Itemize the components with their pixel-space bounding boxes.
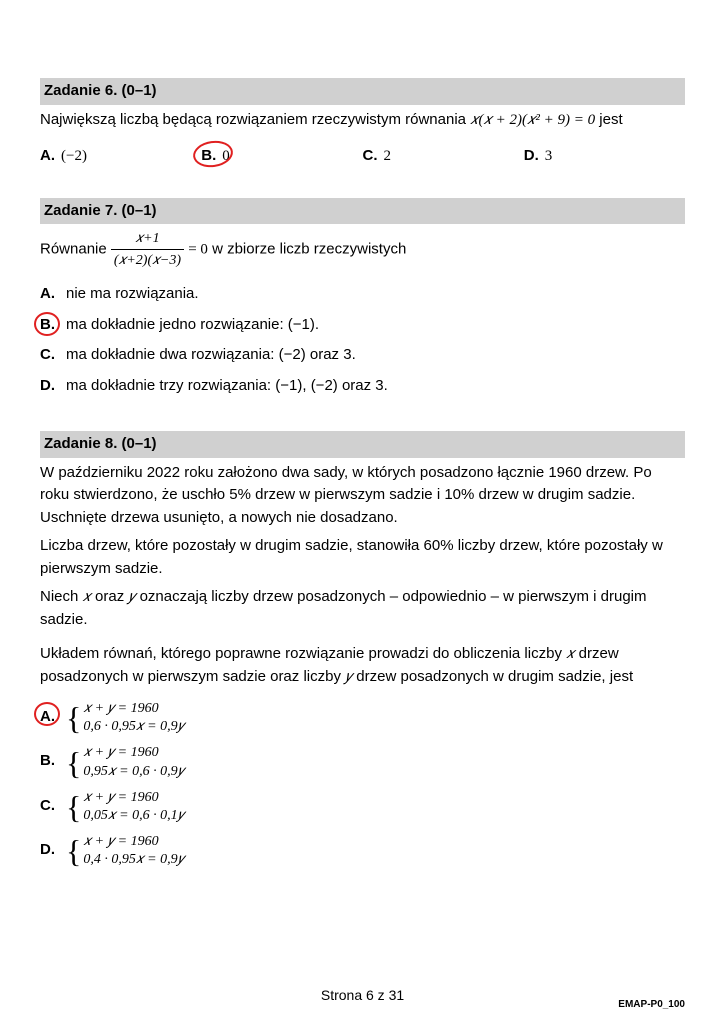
task6-opt-c: C. 2 bbox=[363, 145, 524, 168]
brace-icon: { bbox=[66, 747, 81, 779]
task6-opt-d: D. 3 bbox=[524, 145, 685, 168]
sys-c-2: 0,05𝑥 = 0,6 · 0,1𝑦 bbox=[83, 808, 184, 823]
task8-p2: Liczba drzew, które pozostały w drugim s… bbox=[40, 535, 685, 580]
task8-header: Zadanie 8. (0–1) bbox=[40, 431, 685, 458]
ans-label-b: B. bbox=[40, 744, 58, 773]
opt-label-a: A. bbox=[40, 145, 55, 168]
task6-q-post: jest bbox=[599, 111, 622, 128]
opt-label-d: D. bbox=[524, 145, 539, 168]
system-c: { 𝑥 + 𝑦 = 1960 0,05𝑥 = 0,6 · 0,1𝑦 bbox=[66, 789, 184, 825]
task6-header: Zadanie 6. (0–1) bbox=[40, 78, 685, 105]
sys-d-1: 𝑥 + 𝑦 = 1960 bbox=[83, 834, 158, 849]
ans-text-b: ma dokładnie jedno rozwiązanie: (−1). bbox=[66, 314, 319, 337]
ans-label-c: C. bbox=[40, 789, 58, 818]
ans-text-d: ma dokładnie trzy rozwiązania: (−1), (−2… bbox=[66, 375, 388, 398]
task7-ans-c: C. ma dokładnie dwa rozwiązania: (−2) or… bbox=[40, 344, 685, 367]
sys-a-2: 0,6 · 0,95𝑥 = 0,9𝑦 bbox=[83, 719, 184, 734]
task8-ans-b: B. { 𝑥 + 𝑦 = 1960 0,95𝑥 = 0,6 · 0,9𝑦 bbox=[40, 744, 685, 780]
ans-label-d: D. bbox=[40, 833, 58, 862]
frac-den: (𝑥+2)(𝑥−3) bbox=[111, 250, 184, 271]
p4-pre: Układem równań, którego poprawne rozwiąz… bbox=[40, 645, 566, 662]
ans-text-c: ma dokładnie dwa rozwiązania: (−2) oraz … bbox=[66, 344, 356, 367]
p3-x: 𝑥 bbox=[83, 589, 91, 605]
task6-options: A. (−2) B. 0 C. 2 D. 3 bbox=[40, 145, 685, 168]
sys-lines: 𝑥 + 𝑦 = 1960 0,6 · 0,95𝑥 = 0,9𝑦 bbox=[83, 700, 184, 736]
ans-label-d: D. bbox=[40, 375, 58, 398]
sys-lines: 𝑥 + 𝑦 = 1960 0,4 · 0,95𝑥 = 0,9𝑦 bbox=[83, 833, 184, 869]
task7-q-post: w zbiorze liczb rzeczywistych bbox=[212, 240, 406, 257]
system-d: { 𝑥 + 𝑦 = 1960 0,4 · 0,95𝑥 = 0,9𝑦 bbox=[66, 833, 184, 869]
task7-header: Zadanie 7. (0–1) bbox=[40, 198, 685, 225]
task7-answers: A. nie ma rozwiązania. B. ma dokładnie j… bbox=[40, 283, 685, 397]
opt-val-d: 3 bbox=[545, 145, 553, 168]
task6-equation: 𝑥(𝑥 + 2)(𝑥² + 9) = 0 bbox=[470, 112, 595, 128]
task7-fraction: 𝑥+1 (𝑥+2)(𝑥−3) bbox=[111, 228, 184, 271]
task8-ans-a: A. { 𝑥 + 𝑦 = 1960 0,6 · 0,95𝑥 = 0,9𝑦 bbox=[40, 700, 685, 736]
task6-opt-b: B. 0 bbox=[201, 145, 362, 168]
ans-text-a: nie ma rozwiązania. bbox=[66, 283, 199, 306]
opt-val-c: 2 bbox=[384, 145, 392, 168]
brace-icon: { bbox=[66, 791, 81, 823]
opt-val-b: 0 bbox=[222, 145, 230, 168]
system-b: { 𝑥 + 𝑦 = 1960 0,95𝑥 = 0,6 · 0,9𝑦 bbox=[66, 744, 184, 780]
task8-ans-c: C. { 𝑥 + 𝑦 = 1960 0,05𝑥 = 0,6 · 0,1𝑦 bbox=[40, 789, 685, 825]
task8-p4: Układem równań, którego poprawne rozwiąz… bbox=[40, 643, 685, 688]
task8-p3: Niech 𝑥 oraz 𝑦 oznaczają liczby drzew po… bbox=[40, 586, 685, 631]
sys-lines: 𝑥 + 𝑦 = 1960 0,95𝑥 = 0,6 · 0,9𝑦 bbox=[83, 744, 184, 780]
frac-num: 𝑥+1 bbox=[111, 228, 184, 250]
ans-label-a: A. bbox=[40, 283, 58, 306]
task6-question: Największą liczbą będącą rozwiązaniem rz… bbox=[40, 109, 685, 132]
opt-val-a: (−2) bbox=[61, 145, 87, 168]
task7-ans-d: D. ma dokładnie trzy rozwiązania: (−1), … bbox=[40, 375, 685, 398]
sys-lines: 𝑥 + 𝑦 = 1960 0,05𝑥 = 0,6 · 0,1𝑦 bbox=[83, 789, 184, 825]
task7-ans-b: B. ma dokładnie jedno rozwiązanie: (−1). bbox=[40, 314, 685, 337]
sys-a-1: 𝑥 + 𝑦 = 1960 bbox=[83, 701, 158, 716]
p4-post: drzew posadzonych w drugim sadzie, jest bbox=[352, 668, 633, 685]
sys-b-1: 𝑥 + 𝑦 = 1960 bbox=[83, 745, 158, 760]
opt-label-c: C. bbox=[363, 145, 378, 168]
task6-q-pre: Największą liczbą będącą rozwiązaniem rz… bbox=[40, 111, 470, 128]
system-a: { 𝑥 + 𝑦 = 1960 0,6 · 0,95𝑥 = 0,9𝑦 bbox=[66, 700, 184, 736]
ans-label-c: C. bbox=[40, 344, 58, 367]
task6-opt-a: A. (−2) bbox=[40, 145, 201, 168]
task8-ans-d: D. { 𝑥 + 𝑦 = 1960 0,4 · 0,95𝑥 = 0,9𝑦 bbox=[40, 833, 685, 869]
brace-icon: { bbox=[66, 835, 81, 867]
page-footer: Strona 6 z 31 bbox=[0, 985, 725, 1006]
ans-label-b: B. bbox=[40, 314, 58, 337]
task7-q-pre: Równanie bbox=[40, 240, 111, 257]
task7-question: Równanie 𝑥+1 (𝑥+2)(𝑥−3) = 0 w zbiorze li… bbox=[40, 228, 685, 271]
sys-c-1: 𝑥 + 𝑦 = 1960 bbox=[83, 790, 158, 805]
opt-label-b: B. bbox=[201, 145, 216, 168]
task8-answers: A. { 𝑥 + 𝑦 = 1960 0,6 · 0,95𝑥 = 0,9𝑦 B. … bbox=[40, 700, 685, 870]
p3-pre: Niech bbox=[40, 588, 83, 605]
sys-b-2: 0,95𝑥 = 0,6 · 0,9𝑦 bbox=[83, 764, 184, 779]
footer-code: EMAP-P0_100 bbox=[618, 997, 685, 1012]
p3-mid: oraz bbox=[91, 588, 129, 605]
task7-eq-rhs: = 0 bbox=[188, 241, 208, 257]
task8-p1: W październiku 2022 roku założono dwa sa… bbox=[40, 462, 685, 530]
ans-label-a: A. bbox=[40, 700, 58, 729]
task7-ans-a: A. nie ma rozwiązania. bbox=[40, 283, 685, 306]
brace-icon: { bbox=[66, 702, 81, 734]
sys-d-2: 0,4 · 0,95𝑥 = 0,9𝑦 bbox=[83, 852, 184, 867]
